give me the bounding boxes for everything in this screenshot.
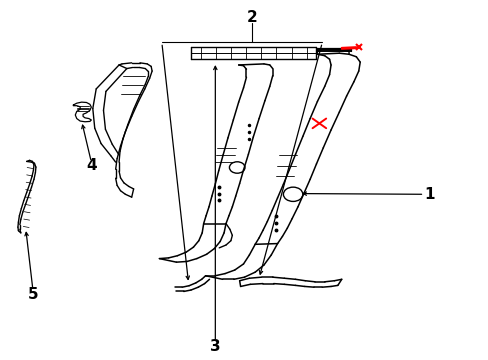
Text: 1: 1 xyxy=(423,187,434,202)
Text: 4: 4 xyxy=(86,158,97,173)
Text: 2: 2 xyxy=(246,10,257,25)
Text: 5: 5 xyxy=(28,287,38,302)
Text: 3: 3 xyxy=(209,339,220,354)
